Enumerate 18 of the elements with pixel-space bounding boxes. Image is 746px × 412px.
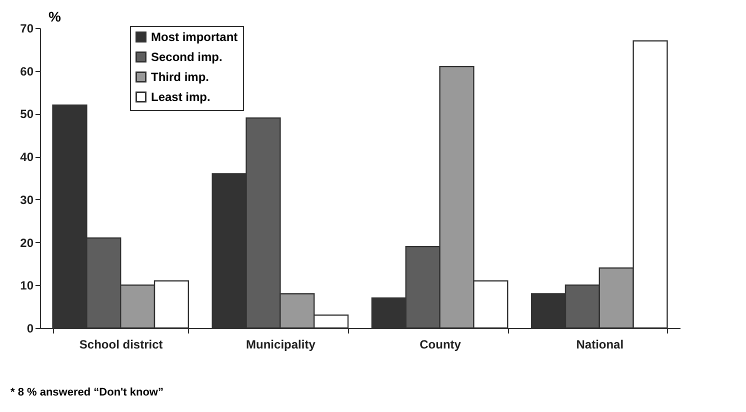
y-tick-label: 20 [20, 236, 34, 250]
x-tick-label: Municipality [246, 338, 316, 352]
x-tick-label: National [576, 338, 624, 352]
y-tick-label: 60 [20, 64, 34, 78]
legend-label: Least imp. [151, 90, 210, 104]
y-tick-label: 70 [20, 22, 34, 36]
text: * 8 % answered “Don't know” [10, 386, 164, 398]
y-tick-label: 0 [26, 322, 34, 336]
x-tick-label: County [420, 338, 462, 352]
y-axis-title: % [48, 8, 62, 24]
y-tick-label: 10 [20, 278, 34, 293]
y-tick-label: 30 [20, 192, 34, 207]
legend-label: Third imp. [151, 70, 209, 84]
y-tick-label: 40 [20, 150, 34, 164]
x-tick-label: School district [79, 338, 163, 352]
legend-label: Most important [151, 30, 238, 44]
legend-label: Second imp. [151, 50, 222, 64]
y-tick-label: 50 [20, 107, 34, 122]
